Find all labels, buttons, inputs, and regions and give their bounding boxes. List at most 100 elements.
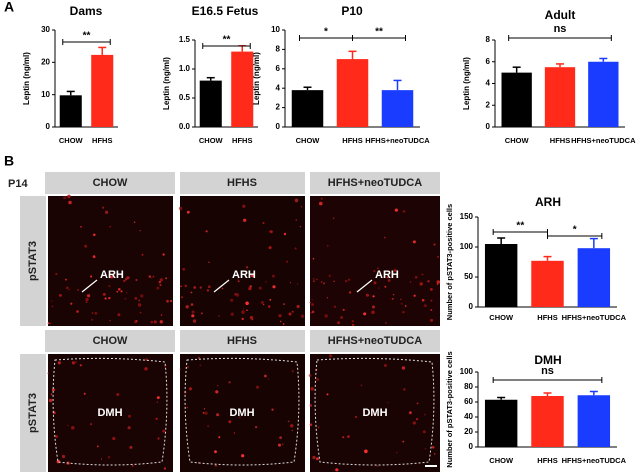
x-tick-label: HFHS+neoTUDCA [562, 313, 627, 322]
y-tick-label: 6 [486, 57, 491, 66]
cell-signal [194, 287, 196, 290]
cell-signal [289, 282, 291, 284]
cell-signal [256, 385, 259, 389]
cell-signal [265, 281, 267, 283]
cell-signal [126, 276, 130, 280]
cell-signal [272, 285, 276, 289]
cell-signal [387, 401, 389, 404]
cell-signal [126, 292, 128, 294]
bar [484, 244, 518, 307]
bar [577, 248, 611, 307]
x-tick-label: HFHS+neoTUDCA [562, 456, 627, 465]
cell-signal [178, 206, 183, 211]
cell-signal [326, 244, 329, 247]
cell-signal [366, 293, 369, 297]
cell-signal [311, 298, 313, 301]
pointer [81, 279, 98, 293]
cell-signal [185, 305, 189, 309]
cell-signal [342, 308, 345, 311]
region-label: DMH [229, 407, 254, 419]
cell-signal [400, 298, 402, 300]
cell-signal [241, 317, 244, 321]
y-tick-label: 0 [486, 122, 491, 131]
cell-signal [337, 321, 340, 325]
y-tick-label: 8 [276, 45, 281, 54]
cell-signal [55, 272, 58, 276]
bar [501, 72, 532, 127]
cell-signal [157, 437, 160, 440]
bar [531, 260, 564, 307]
cell-signal [129, 445, 133, 449]
y-tick-label: 30 [41, 25, 50, 34]
cell-signal [409, 411, 412, 415]
cell-signal [170, 300, 173, 302]
cell-signal [104, 297, 107, 300]
cell-signal [65, 278, 67, 281]
cell-signal [312, 257, 315, 260]
cell-signal [416, 402, 419, 405]
cell-signal [110, 275, 114, 279]
y-tick-label: 0.5 [179, 93, 191, 102]
cell-signal [133, 221, 136, 223]
row-label-box [20, 196, 46, 326]
bar [231, 51, 254, 127]
cell-signal [191, 314, 195, 318]
cell-signal [376, 465, 379, 467]
cell-signal [151, 277, 153, 279]
cell-signal [269, 298, 272, 301]
x-tick-label: HFHS [537, 456, 557, 465]
cell-signal [282, 443, 284, 445]
cell-signal [237, 278, 239, 280]
row-label: pSTAT3 [27, 393, 39, 433]
cell-signal [109, 319, 111, 322]
cell-signal [316, 457, 319, 461]
column-header: HFHS [227, 335, 257, 347]
cell-signal [207, 425, 209, 427]
cell-signal [192, 319, 197, 323]
cell-signal [47, 372, 49, 375]
cell-signal [255, 426, 258, 429]
cell-signal [258, 286, 262, 290]
cell-signal [71, 426, 75, 430]
cell-signal [190, 303, 194, 306]
cell-signal [92, 255, 96, 259]
cell-signal [295, 219, 297, 221]
cell-signal [311, 310, 315, 314]
y-axis-label: Leptin (ng/ml) [462, 57, 471, 110]
column-header: HFHS+neoTUDCA [328, 177, 422, 189]
cell-signal [127, 426, 131, 430]
cell-signal [91, 318, 93, 321]
cell-signal [156, 401, 158, 403]
cell-signal [190, 291, 193, 294]
cell-signal [300, 314, 305, 318]
cell-signal [230, 312, 234, 316]
region-outline [314, 357, 435, 466]
cell-signal [383, 364, 387, 367]
cell-signal [94, 312, 98, 315]
cell-signal [50, 393, 53, 396]
cell-signal [79, 364, 82, 367]
cell-signal [221, 287, 224, 290]
micrograph [310, 196, 440, 326]
cell-signal [68, 289, 70, 291]
cell-signal [283, 232, 287, 236]
cell-signal [249, 315, 254, 320]
cell-signal [384, 236, 386, 239]
y-tick-label: 1.5 [179, 35, 191, 44]
cell-signal [316, 378, 320, 381]
bar [199, 80, 222, 127]
y-tick-label: 20 [464, 427, 473, 436]
cell-signal [431, 446, 435, 449]
x-tick-label: CHOW [489, 313, 514, 322]
cell-signal [329, 354, 333, 358]
region-outline [184, 357, 300, 466]
cell-signal [333, 305, 337, 308]
cell-signal [396, 451, 398, 454]
cell-signal [248, 287, 252, 291]
cell-signal [245, 301, 249, 306]
cell-signal [199, 286, 202, 289]
cell-signal [193, 286, 196, 289]
pointer [356, 279, 373, 293]
cell-signal [409, 281, 412, 283]
cell-signal [67, 424, 69, 426]
